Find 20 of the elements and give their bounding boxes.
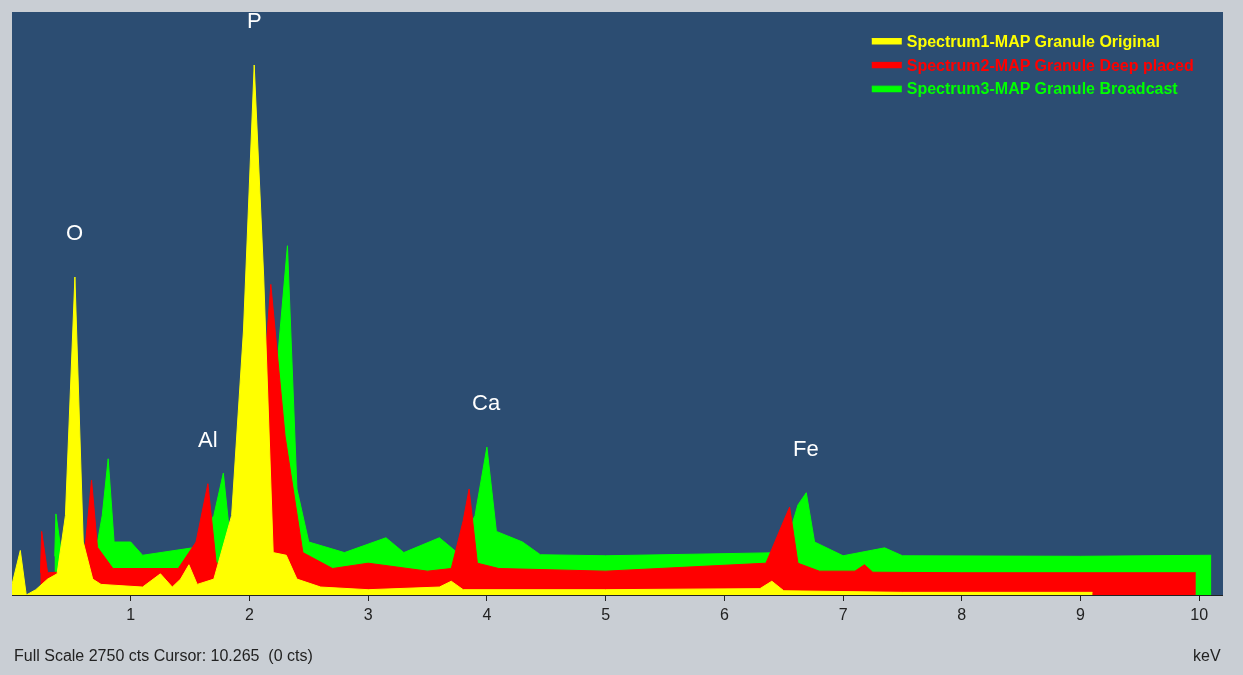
text: Full Scale 2750 cts Cursor: 10.265 (0 cts) [14, 647, 313, 664]
x-tick-label: 2 [245, 606, 254, 624]
x-axis-title: keV [1193, 647, 1221, 664]
annotation: Ca [472, 390, 501, 415]
legend-label: Spectrum3-MAP Granule Broadcast [906, 80, 1179, 98]
annotation: Al [198, 427, 218, 452]
x-tick-label: 9 [1076, 606, 1086, 624]
annotation: Fe [793, 436, 819, 461]
x-tick-label: 6 [719, 606, 729, 624]
x-tick-label: 1 [126, 606, 136, 624]
x-tick-label: 4 [482, 606, 492, 624]
legend-label: Spectrum2-MAP Granule Deep placed [906, 56, 1194, 74]
annotation: P [247, 8, 262, 33]
legend-label: Spectrum1-MAP Granule Original [906, 32, 1160, 50]
x-tick-label: 8 [957, 606, 967, 624]
x-tick-label: 5 [601, 606, 611, 624]
annotation: O [66, 220, 84, 245]
x-tick-label: 7 [838, 606, 848, 624]
x-tick-label: 3 [363, 606, 373, 624]
x-tick-label: 10 [1190, 606, 1209, 624]
